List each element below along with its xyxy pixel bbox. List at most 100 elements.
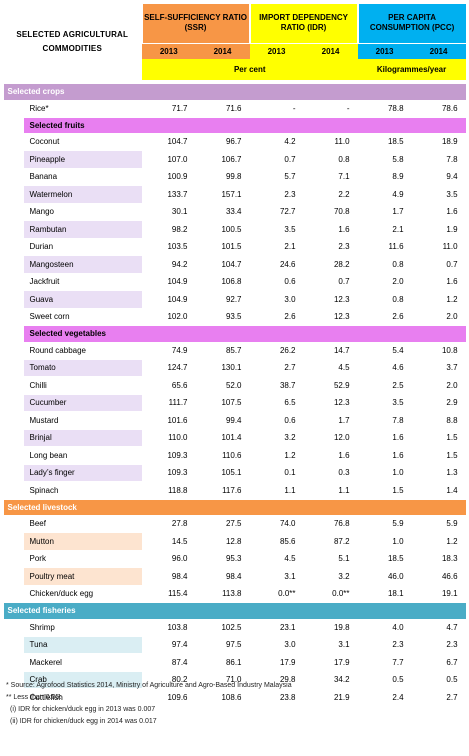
ssr-2014-value: 71.0 bbox=[195, 671, 250, 689]
commodity-name: Poultry meat bbox=[23, 567, 142, 586]
table-row: Poultry meat 98.4 98.4 3.1 3.2 46.0 46.6 bbox=[3, 567, 466, 586]
idr-2014-value: 2.3 bbox=[303, 238, 358, 256]
ssr-2013-value: 124.7 bbox=[141, 359, 196, 377]
subsection-vegetables: Selected vegetables bbox=[3, 325, 466, 342]
idr-2013-value: 23.8 bbox=[249, 688, 304, 707]
ssr-2013-value: 80.2 bbox=[141, 671, 196, 689]
row-indent bbox=[3, 653, 24, 672]
commodity-name: Cucumber bbox=[23, 394, 142, 412]
ssr-2013-value: 101.6 bbox=[141, 411, 196, 430]
row-indent bbox=[3, 446, 24, 465]
ssr-2014-value: 130.1 bbox=[195, 359, 250, 377]
pcc-2013-value: 4.0 bbox=[357, 618, 412, 637]
commodity-name: Guava bbox=[23, 290, 142, 309]
idr-2013-value: 2.1 bbox=[249, 238, 304, 256]
pcc-2013-value: 5.9 bbox=[357, 515, 412, 533]
commodity-name: Crab bbox=[23, 671, 142, 689]
ssr-2013-value: 111.7 bbox=[141, 394, 196, 412]
table-row: Tuna 97.4 97.5 3.0 3.1 2.3 2.3 bbox=[3, 636, 466, 654]
table-row: Sweet corn 102.0 93.5 2.6 12.3 2.6 2.0 bbox=[3, 308, 466, 326]
ssr-2014-value: 85.7 bbox=[195, 341, 250, 360]
row-indent bbox=[3, 273, 24, 291]
commodity-name: Mustard bbox=[23, 411, 142, 430]
section-livestock: Selected livestock bbox=[3, 499, 466, 515]
ssr-2014-value: 33.4 bbox=[195, 203, 250, 221]
pcc-2014-value: 1.9 bbox=[411, 220, 466, 239]
table-row: Tomato 124.7 130.1 2.7 4.5 4.6 3.7 bbox=[3, 359, 466, 377]
ssr-2013-value: 110.0 bbox=[141, 429, 196, 447]
idr-2014-value: - bbox=[303, 99, 358, 118]
pcc-2014-value: 1.5 bbox=[411, 429, 466, 447]
ssr-2013-value: 102.0 bbox=[141, 308, 196, 326]
pcc-2013-value: 0.8 bbox=[357, 255, 412, 274]
idr-2014-value: 17.9 bbox=[303, 653, 358, 672]
pcc-2013-value: 2.5 bbox=[357, 376, 412, 395]
less-than-note: ** Less than 0.05: bbox=[6, 694, 62, 701]
idr-2014-value: 1.1 bbox=[303, 481, 358, 500]
source-note: * Source: Agrofood Statistics 2014, Mini… bbox=[6, 682, 292, 689]
row-indent bbox=[3, 481, 24, 500]
ssr-2014-value: 106.8 bbox=[195, 273, 250, 291]
year-ssr-2014: 2014 bbox=[195, 43, 250, 59]
table-row: Mackerel 87.4 86.1 17.9 17.9 7.7 6.7 bbox=[3, 653, 466, 672]
ssr-2014-value: 104.7 bbox=[195, 255, 250, 274]
row-indent bbox=[3, 550, 24, 568]
row-indent bbox=[3, 168, 24, 186]
row-indent bbox=[3, 429, 24, 447]
ssr-2014-value: 92.7 bbox=[195, 290, 250, 309]
ssr-2013-value: 109.3 bbox=[141, 446, 196, 465]
commodity-name: Cuttlefish bbox=[23, 688, 142, 707]
pcc-2014-value: 2.0 bbox=[411, 308, 466, 326]
commodity-name: Spinach bbox=[23, 481, 142, 500]
idr-2014-value: 3.1 bbox=[303, 636, 358, 654]
pcc-2013-value: 0.5 bbox=[357, 671, 412, 689]
footnotes: * Source: Agrofood Statistics 2014, Mini… bbox=[6, 680, 466, 728]
pcc-2013-value: 1.6 bbox=[357, 429, 412, 447]
idr-2014-value: 12.3 bbox=[303, 308, 358, 326]
ssr-2013-value: 115.4 bbox=[141, 585, 196, 603]
ssr-2013-value: 104.7 bbox=[141, 133, 196, 151]
idr-2014-value: 2.2 bbox=[303, 185, 358, 204]
table-row: Round cabbage 74.9 85.7 26.2 14.7 5.4 10.8 bbox=[3, 341, 466, 360]
table-row: Durian 103.5 101.5 2.1 2.3 11.6 11.0 bbox=[3, 238, 466, 256]
row-indent bbox=[3, 220, 24, 239]
subsection-fruits-label: Selected fruits bbox=[23, 117, 466, 133]
row-indent bbox=[3, 133, 24, 151]
idr-2013-value: 26.2 bbox=[249, 341, 304, 360]
idr-2014-value: 87.2 bbox=[303, 532, 358, 551]
ssr-2014-value: 106.7 bbox=[195, 150, 250, 169]
idr-2013-value: 74.0 bbox=[249, 515, 304, 533]
year-idr-2013: 2013 bbox=[249, 43, 304, 59]
commodity-name: Round cabbage bbox=[23, 341, 142, 360]
ssr-2013-value: 94.2 bbox=[141, 255, 196, 274]
row-indent bbox=[3, 255, 24, 274]
commodity-name: Long bean bbox=[23, 446, 142, 465]
pcc-2013-value: 1.0 bbox=[357, 532, 412, 551]
commodity-name: Shrimp bbox=[23, 618, 142, 637]
pcc-2014-value: 19.1 bbox=[411, 585, 466, 603]
unit-row: Per cent Kilogrammes/year bbox=[4, 58, 466, 80]
table-row: Brinjal 110.0 101.4 3.2 12.0 1.6 1.5 bbox=[3, 429, 466, 447]
ssr-2013-value: 87.4 bbox=[141, 653, 196, 672]
idr-2013-value: 0.6 bbox=[249, 411, 304, 430]
pcc-2014-value: 4.7 bbox=[411, 618, 466, 637]
pcc-2014-value: 18.9 bbox=[411, 133, 466, 151]
ssr-2014-value: 105.1 bbox=[195, 464, 250, 482]
table-row: Pork 96.0 95.3 4.5 5.1 18.5 18.3 bbox=[3, 550, 466, 568]
pcc-2014-value: 1.6 bbox=[411, 203, 466, 221]
pcc-2013-value: 2.4 bbox=[357, 688, 412, 707]
idr-2013-value: - bbox=[249, 99, 304, 118]
row-indent bbox=[3, 308, 24, 326]
pcc-2014-value: 10.8 bbox=[411, 341, 466, 360]
table-row: Banana 100.9 99.8 5.7 7.1 8.9 9.4 bbox=[3, 168, 466, 186]
ssr-2013-value: 27.8 bbox=[141, 515, 196, 533]
pcc-2013-value: 2.6 bbox=[357, 308, 412, 326]
pcc-2014-value: 8.8 bbox=[411, 411, 466, 430]
pcc-2014-value: 1.6 bbox=[411, 273, 466, 291]
ssr-2013-value: 133.7 bbox=[141, 185, 196, 204]
ssr-2013-value: 109.3 bbox=[141, 464, 196, 482]
ssr-2013-value: 98.2 bbox=[141, 220, 196, 239]
pcc-2013-value: 3.5 bbox=[357, 394, 412, 412]
commodity-name: Mango bbox=[23, 203, 142, 221]
idr-2013-value: 3.2 bbox=[249, 429, 304, 447]
